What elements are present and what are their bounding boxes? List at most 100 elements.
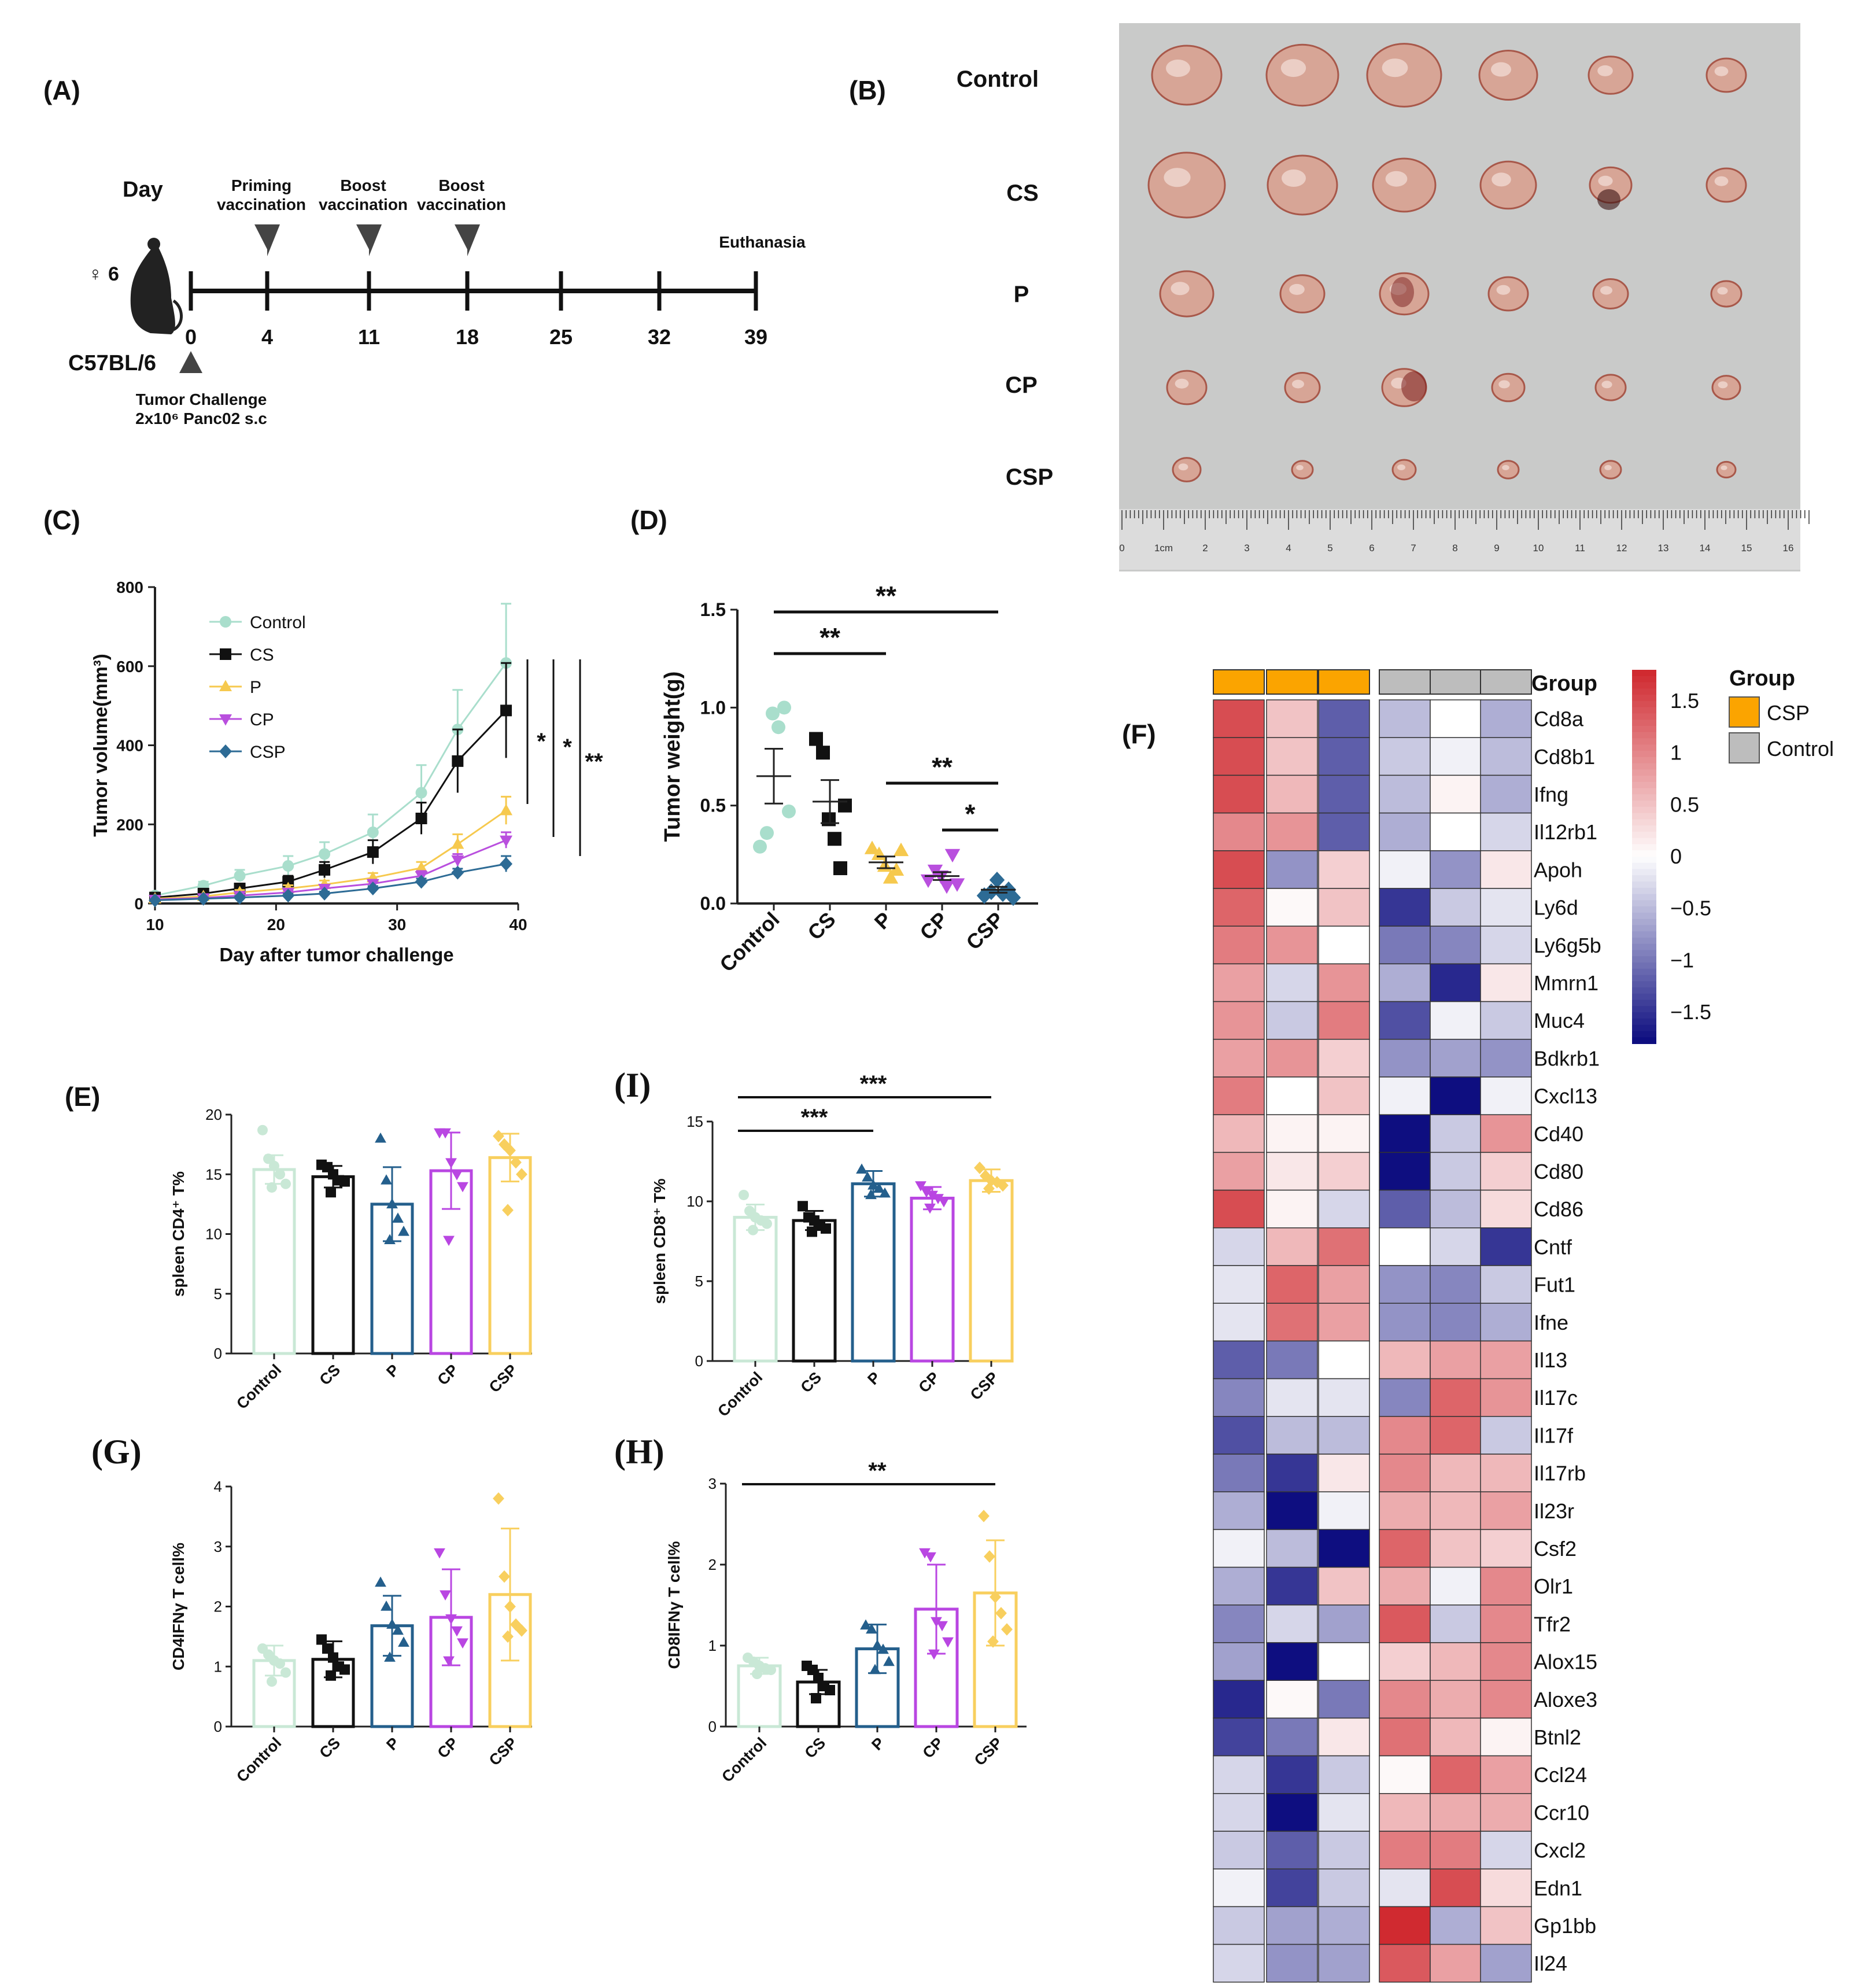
heatmap-cell — [1318, 1076, 1370, 1115]
panel-letter: (G) — [91, 1433, 142, 1471]
colorbar-segment — [1632, 776, 1656, 783]
y-tick-label: 800 — [116, 578, 143, 596]
gene-label: Il12rb1 — [1534, 820, 1597, 844]
data-point — [984, 1550, 995, 1563]
data-point — [326, 1187, 336, 1198]
colorbar-segment — [1632, 993, 1656, 1001]
heatmap-cell — [1379, 1868, 1431, 1908]
gene-label: Apoh — [1534, 858, 1582, 881]
group-p — [864, 840, 909, 884]
data-point — [451, 855, 464, 867]
x-tick-label: 20 — [267, 916, 285, 934]
tumor-image — [1279, 274, 1326, 313]
timeline-day-label: 18 — [456, 325, 479, 349]
data-point — [440, 1128, 451, 1139]
colorbar-segment — [1632, 987, 1656, 994]
data-point — [807, 1226, 817, 1237]
heatmap-cell — [1266, 850, 1318, 889]
data-point — [939, 880, 955, 894]
heatmap-cell — [1266, 1642, 1318, 1681]
ruler-label: 3 — [1244, 543, 1249, 554]
heatmap-cell — [1266, 812, 1318, 851]
heatmap-cell — [1379, 1605, 1431, 1643]
colorbar-segment — [1632, 943, 1656, 951]
bar-group-cp — [429, 1128, 473, 1355]
colorbar-tick-label: 0.5 — [1670, 792, 1699, 816]
heatmap-cell — [1213, 1717, 1265, 1757]
data-point — [752, 1669, 762, 1679]
ruler-label: 2 — [1202, 543, 1208, 554]
data-point — [267, 1676, 277, 1687]
tumor-highlight — [1385, 171, 1408, 187]
gene-label: Edn1 — [1534, 1876, 1582, 1900]
tumor-image — [1265, 43, 1339, 107]
y-tick-label: 15 — [686, 1113, 703, 1130]
tumor-highlight — [1292, 379, 1304, 389]
photo-group-label: CS — [1006, 180, 1039, 206]
data-point — [339, 1664, 350, 1675]
heatmap-cell — [1213, 1529, 1265, 1568]
colorbar-segment — [1632, 688, 1656, 696]
bar-group-cs — [792, 1201, 837, 1363]
heatmap-cell — [1213, 925, 1265, 965]
data-point — [367, 826, 379, 838]
heatmap-cell — [1318, 1001, 1370, 1040]
x-tick-label: CS — [802, 1734, 829, 1762]
heatmap-cell — [1266, 1793, 1318, 1832]
tumor-image — [1487, 276, 1529, 312]
heatmap-cell — [1213, 1114, 1265, 1153]
legend-marker — [220, 616, 231, 628]
heatmap-cell — [1480, 1152, 1532, 1191]
heatmap-cell — [1430, 1642, 1482, 1681]
panel-c-letter: (C) — [43, 505, 80, 535]
data-point — [879, 1187, 891, 1198]
heatmap-cell — [1266, 1039, 1318, 1078]
challenge-label: 2x10⁶ Panc02 s.c — [135, 410, 267, 427]
gene-label: Cxcl2 — [1534, 1839, 1586, 1862]
data-point — [257, 1124, 268, 1135]
legend-label: CS — [250, 646, 274, 665]
data-point — [766, 1665, 776, 1675]
heatmap-cell — [1318, 1906, 1370, 1945]
photo-group-label: CP — [1005, 372, 1038, 398]
data-point — [997, 1179, 1009, 1192]
tumor-highlight — [1491, 62, 1511, 77]
heatmap-cell — [1379, 1152, 1431, 1191]
ruler-label: 9 — [1494, 543, 1499, 554]
photo-background — [1119, 23, 1800, 571]
colorbar-segment — [1632, 720, 1656, 726]
data-point — [415, 861, 428, 873]
ruler-label: 16 — [1783, 543, 1794, 554]
ruler-label: 0 — [1119, 543, 1124, 554]
x-tick-label: Control — [718, 1734, 770, 1786]
heatmap-cell — [1480, 1076, 1532, 1115]
colorbar-segment — [1632, 857, 1656, 864]
data-point — [510, 1156, 522, 1169]
data-point — [328, 1652, 338, 1663]
data-point — [398, 1636, 409, 1647]
colorbar-segment — [1632, 862, 1656, 870]
heatmap-cell — [1430, 1717, 1482, 1757]
data-point — [275, 1169, 285, 1180]
tumor-highlight — [1721, 465, 1727, 470]
data-point — [825, 1685, 835, 1695]
heatmap-cell — [1318, 925, 1370, 965]
heatmap-cell — [1213, 1303, 1265, 1342]
gene-label: Alox15 — [1534, 1650, 1597, 1674]
heatmap-cell — [1213, 850, 1265, 889]
tumor-highlight — [1175, 378, 1189, 389]
heatmap-cell — [1430, 1755, 1482, 1794]
heatmap-cell — [1430, 1491, 1482, 1530]
heatmap-cell — [1213, 1680, 1265, 1719]
gene-label: Cd8b1 — [1534, 745, 1595, 769]
data-point — [500, 705, 512, 717]
heatmap-cell — [1480, 812, 1532, 851]
data-point — [919, 1548, 931, 1559]
tumor-image — [1705, 167, 1747, 203]
timeline-day-label: 25 — [549, 325, 573, 349]
heatmap-cell — [1379, 1491, 1431, 1530]
y-axis-label: spleen CD8⁺ T% — [651, 1178, 669, 1304]
vaccination-arrow-icon — [254, 224, 280, 256]
colorbar-tick-label: 0 — [1670, 844, 1682, 868]
